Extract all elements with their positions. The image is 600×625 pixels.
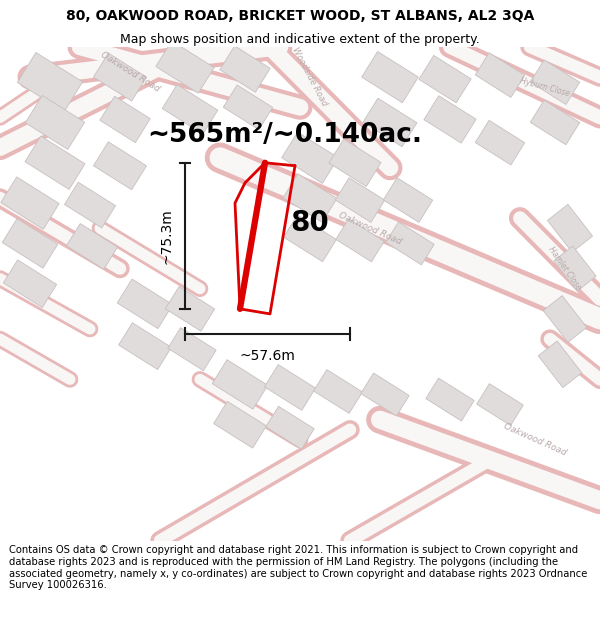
Text: Map shows position and indicative extent of the property.: Map shows position and indicative extent… [120, 32, 480, 46]
Polygon shape [17, 52, 83, 112]
Polygon shape [2, 219, 58, 268]
Polygon shape [426, 378, 474, 421]
Polygon shape [119, 322, 172, 369]
Polygon shape [4, 260, 56, 308]
Text: Oakwood Road: Oakwood Road [502, 422, 568, 457]
Polygon shape [547, 204, 593, 252]
Polygon shape [25, 136, 85, 189]
Polygon shape [383, 177, 433, 222]
Polygon shape [530, 100, 580, 145]
Polygon shape [424, 96, 476, 143]
Polygon shape [25, 96, 85, 149]
Text: ~57.6m: ~57.6m [239, 349, 295, 363]
Polygon shape [475, 52, 524, 98]
Text: 80: 80 [290, 209, 329, 238]
Polygon shape [554, 246, 596, 291]
Polygon shape [156, 41, 214, 93]
Polygon shape [100, 96, 150, 142]
Polygon shape [386, 222, 434, 265]
Polygon shape [476, 384, 523, 426]
Polygon shape [283, 174, 337, 222]
Polygon shape [162, 84, 218, 134]
Text: Oakwood Road: Oakwood Road [99, 50, 161, 94]
Polygon shape [362, 51, 418, 102]
Polygon shape [336, 219, 384, 262]
Polygon shape [214, 401, 266, 448]
Polygon shape [117, 279, 173, 329]
Polygon shape [538, 341, 582, 388]
Polygon shape [543, 296, 587, 343]
Text: Hyburn Close: Hyburn Close [519, 76, 571, 98]
Polygon shape [67, 224, 118, 269]
Polygon shape [419, 56, 471, 103]
Polygon shape [530, 60, 580, 104]
Text: Hamlet Close: Hamlet Close [547, 245, 583, 292]
Polygon shape [329, 139, 381, 186]
Polygon shape [220, 46, 270, 92]
Polygon shape [1, 177, 59, 229]
Polygon shape [314, 369, 362, 413]
Text: 80, OAKWOOD ROAD, BRICKET WOOD, ST ALBANS, AL2 3QA: 80, OAKWOOD ROAD, BRICKET WOOD, ST ALBAN… [66, 9, 534, 23]
Polygon shape [168, 328, 216, 371]
Polygon shape [284, 215, 337, 262]
Polygon shape [265, 364, 316, 411]
Text: Contains OS data © Crown copyright and database right 2021. This information is : Contains OS data © Crown copyright and d… [9, 545, 587, 590]
Polygon shape [223, 85, 272, 129]
Text: Oakwood Road: Oakwood Road [337, 211, 403, 246]
Polygon shape [361, 373, 409, 416]
Polygon shape [335, 177, 385, 222]
Text: ~75.3m: ~75.3m [160, 208, 174, 264]
Text: Woodside Road: Woodside Road [291, 46, 329, 108]
Text: ~565m²/~0.140ac.: ~565m²/~0.140ac. [148, 122, 422, 148]
Polygon shape [64, 182, 116, 228]
Polygon shape [363, 98, 417, 147]
Polygon shape [94, 142, 146, 190]
Polygon shape [475, 120, 524, 165]
Polygon shape [281, 132, 338, 183]
Polygon shape [266, 406, 314, 449]
Polygon shape [212, 359, 268, 409]
Polygon shape [166, 286, 215, 331]
Polygon shape [94, 53, 146, 101]
